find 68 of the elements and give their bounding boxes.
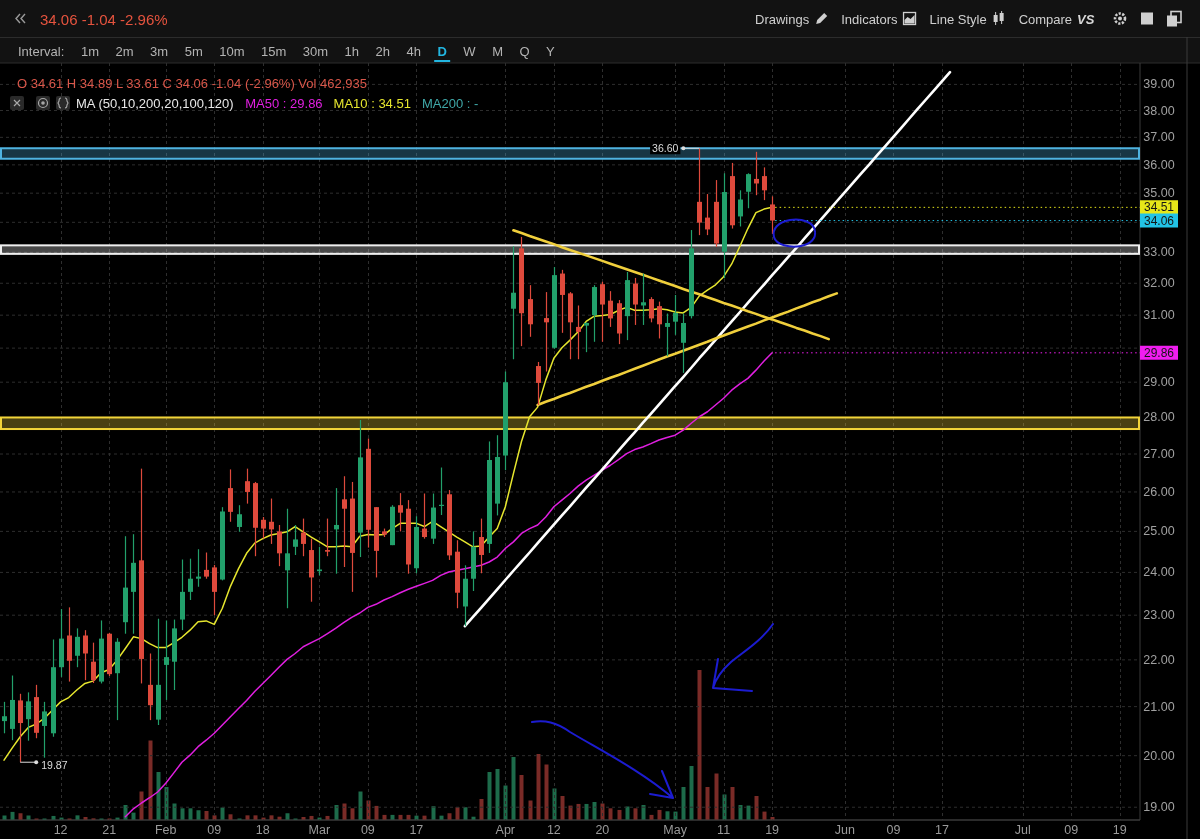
x-tick-label: 18 [255,822,270,837]
y-tick-label: 27.00 [1143,447,1175,462]
annotation: 36.60 [652,142,679,155]
text: 15m [261,43,287,59]
x-tick-label: 09 [886,822,901,837]
annotation: MA (50,10,200,20,100,120) [76,95,234,111]
text: Q [519,43,530,59]
x-tick-label: Mar [308,822,331,837]
text: Interval: [18,43,65,59]
annotation: MA50 : 29.86 [245,95,323,111]
text: O 34.61 H 34.89 L 33.61 C 34.06 -1.04 (-2.96%) Vol 462,935 [17,75,368,91]
y-tick-label: 33.00 [1143,245,1175,260]
y-tick-label: 31.00 [1143,308,1175,323]
text: Y [546,43,556,59]
text: 2m [115,43,134,59]
y-tick-label: 24.00 [1143,565,1175,580]
text: Drawings [755,11,810,27]
text: 4h [406,43,421,59]
annotation: MA200 : - [421,95,479,111]
text: 1m [81,43,100,59]
y-tick-label: 35.00 [1143,186,1175,201]
x-tick-label: 17 [409,822,424,837]
y-tick-label: 25.00 [1143,524,1175,539]
y-tick-label: 26.00 [1143,484,1175,499]
x-tick-label: 09 [207,822,222,837]
text: 3m [150,43,169,59]
text: Indicators [841,11,899,27]
x-tick-label: Feb [154,822,177,837]
x-tick-label: Apr [495,822,516,837]
text: 5m [184,43,203,59]
x-tick-label: May [663,822,688,837]
x-tick-label: 19 [1112,822,1127,837]
x-tick-label: 09 [360,822,375,837]
text: Compare [1018,11,1073,27]
x-tick-label: 09 [1064,822,1079,837]
y-tick-label: 36.00 [1143,157,1175,172]
x-tick-label: 19 [765,822,780,837]
text: M [492,43,503,59]
y-tick-label: 22.00 [1143,652,1175,667]
y-tick-label: 23.00 [1143,608,1175,623]
y-tick-label: 37.00 [1143,130,1175,145]
y-tick-label: 38.00 [1143,103,1175,118]
text: D [437,43,447,59]
x-tick-label: Jul [1014,822,1031,837]
y-tick-label: 29.00 [1143,375,1175,390]
x-tick-label: Jun [834,822,856,837]
x-tick-label: 11 [717,822,731,837]
x-tick-label: 21 [102,822,117,837]
annotation: 19.87 [41,758,68,771]
text: 30m [302,43,329,59]
y-tick-label: 21.00 [1143,699,1175,714]
annotation: MA10 : 34.51 [333,95,411,111]
text: 10m [219,43,245,59]
y-tick-label: 39.00 [1143,77,1175,92]
y-tick-label: 28.00 [1143,410,1175,425]
x-tick-label: 12 [53,822,68,837]
chart-title: 34.06 -1.04 -2.96% [40,10,168,28]
text: Line Style [929,11,987,27]
text: W [463,43,477,59]
y-tick-label: 19.00 [1143,800,1175,815]
y-tick-label: 32.00 [1143,276,1175,291]
x-tick-label: 20 [595,822,610,837]
y-tick-label: 20.00 [1143,748,1175,763]
text: VS [1077,11,1095,27]
x-tick-label: 17 [934,822,949,837]
text: 1h [344,43,360,59]
text: 2h [375,43,391,59]
x-tick-label: 12 [546,822,561,837]
